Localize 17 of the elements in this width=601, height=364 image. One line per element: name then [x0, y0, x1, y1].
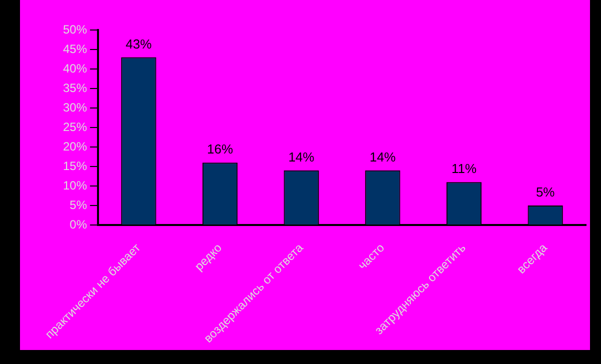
y-tick-label: 10%: [62, 178, 88, 192]
y-tick-label: 45%: [62, 42, 88, 56]
y-tick-label: 40%: [62, 61, 88, 76]
y-tick-label: 0%: [70, 217, 88, 232]
y-tick-label: 20%: [62, 139, 88, 154]
y-tick-label: 5%: [70, 198, 88, 212]
data-label: 5%: [536, 184, 556, 200]
y-tick-label: 35%: [62, 80, 88, 95]
data-label: 11%: [451, 161, 477, 176]
data-label: 14%: [288, 149, 315, 164]
data-label: 43%: [126, 36, 152, 52]
y-tick-label: 25%: [62, 120, 88, 134]
data-label: 14%: [370, 149, 396, 164]
y-tick-label: 15%: [62, 158, 88, 173]
data-label: 16%: [207, 142, 234, 157]
y-tick-label: 30%: [62, 100, 88, 114]
y-tick-label: 50%: [62, 22, 88, 36]
